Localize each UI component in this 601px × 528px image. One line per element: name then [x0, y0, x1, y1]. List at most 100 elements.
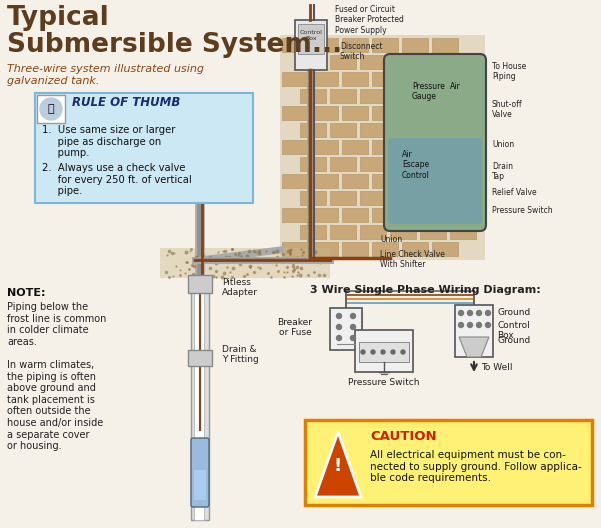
- Circle shape: [486, 310, 490, 316]
- Bar: [360, 191, 386, 205]
- Bar: [432, 208, 458, 222]
- Circle shape: [337, 314, 341, 318]
- Bar: [298, 24, 324, 54]
- Circle shape: [350, 335, 356, 341]
- Text: Breaker
or Fuse: Breaker or Fuse: [277, 318, 312, 337]
- Bar: [330, 308, 362, 350]
- Bar: [359, 342, 409, 362]
- Bar: [191, 280, 209, 520]
- Text: Fused or Circuit
Breaker Protected
Power Supply: Fused or Circuit Breaker Protected Power…: [335, 5, 404, 35]
- Text: Pressure Switch: Pressure Switch: [492, 206, 553, 215]
- Polygon shape: [459, 337, 489, 357]
- Bar: [282, 106, 308, 120]
- Bar: [355, 330, 413, 372]
- Bar: [450, 157, 476, 171]
- Circle shape: [361, 350, 365, 354]
- Bar: [402, 242, 428, 256]
- Circle shape: [459, 310, 463, 316]
- Text: RULE OF THUMB: RULE OF THUMB: [72, 96, 180, 109]
- Bar: [402, 174, 428, 188]
- Text: Drain
Tap: Drain Tap: [492, 162, 513, 182]
- Bar: [432, 106, 458, 120]
- Bar: [194, 280, 204, 520]
- Text: Ground: Ground: [497, 308, 530, 317]
- Bar: [312, 106, 338, 120]
- Bar: [390, 191, 416, 205]
- Circle shape: [350, 325, 356, 329]
- Bar: [188, 350, 212, 366]
- Text: Ground: Ground: [497, 336, 530, 345]
- Bar: [282, 38, 308, 52]
- Text: All electrical equipment must be con-
nected to supply ground. Follow applica-
b: All electrical equipment must be con- ne…: [370, 450, 582, 483]
- Bar: [37, 95, 65, 123]
- Bar: [312, 174, 338, 188]
- Text: Pressure Switch: Pressure Switch: [348, 378, 419, 387]
- Circle shape: [477, 310, 481, 316]
- Text: Air
Escape
Control: Air Escape Control: [402, 150, 430, 180]
- Bar: [300, 157, 326, 171]
- Circle shape: [459, 323, 463, 327]
- Bar: [295, 20, 327, 70]
- Circle shape: [468, 310, 472, 316]
- Bar: [360, 55, 386, 69]
- Bar: [194, 470, 206, 500]
- Text: Pressure
Gauge: Pressure Gauge: [412, 82, 445, 101]
- Circle shape: [40, 98, 62, 120]
- FancyBboxPatch shape: [384, 54, 486, 231]
- FancyBboxPatch shape: [388, 138, 482, 224]
- Bar: [420, 191, 446, 205]
- Text: Piping below the
frost line is common
in colder climate
areas.

In warm climates: Piping below the frost line is common in…: [7, 302, 106, 451]
- Circle shape: [477, 323, 481, 327]
- Bar: [342, 208, 368, 222]
- Bar: [432, 174, 458, 188]
- Circle shape: [350, 314, 356, 318]
- Bar: [342, 174, 368, 188]
- Bar: [372, 38, 398, 52]
- Circle shape: [337, 335, 341, 341]
- Bar: [342, 140, 368, 154]
- Text: Pitless
Adapter: Pitless Adapter: [222, 278, 258, 297]
- Bar: [420, 123, 446, 137]
- Bar: [342, 106, 368, 120]
- Circle shape: [381, 350, 385, 354]
- Bar: [372, 140, 398, 154]
- Text: Submersible System...: Submersible System...: [7, 32, 342, 58]
- Bar: [305, 420, 592, 505]
- Bar: [300, 89, 326, 103]
- Bar: [372, 72, 398, 86]
- Circle shape: [371, 350, 375, 354]
- Bar: [360, 123, 386, 137]
- Bar: [402, 38, 428, 52]
- Bar: [402, 72, 428, 86]
- Bar: [330, 123, 356, 137]
- Bar: [420, 225, 446, 239]
- Bar: [402, 106, 428, 120]
- Bar: [160, 248, 330, 278]
- Text: CAUTION: CAUTION: [370, 430, 436, 443]
- Text: Typical: Typical: [7, 5, 110, 31]
- Bar: [35, 93, 253, 203]
- Bar: [282, 242, 308, 256]
- Text: Drain &
Y Fitting: Drain & Y Fitting: [222, 345, 259, 364]
- Text: Shut-off
Valve: Shut-off Valve: [492, 100, 523, 119]
- Bar: [450, 89, 476, 103]
- Bar: [282, 174, 308, 188]
- Bar: [300, 191, 326, 205]
- Bar: [432, 140, 458, 154]
- Bar: [312, 72, 338, 86]
- Text: Union: Union: [380, 235, 402, 244]
- Polygon shape: [315, 432, 361, 497]
- Text: Relief Valve: Relief Valve: [492, 188, 537, 197]
- Bar: [312, 208, 338, 222]
- Bar: [372, 106, 398, 120]
- Bar: [360, 89, 386, 103]
- Text: Disconnect
Switch: Disconnect Switch: [340, 42, 382, 61]
- Bar: [312, 242, 338, 256]
- Text: To House
Piping: To House Piping: [492, 62, 526, 81]
- Bar: [330, 157, 356, 171]
- Bar: [300, 55, 326, 69]
- Text: Three-wire system illustrated using
galvanized tank.: Three-wire system illustrated using galv…: [7, 64, 204, 86]
- Bar: [300, 123, 326, 137]
- Bar: [372, 174, 398, 188]
- Text: 👍: 👍: [47, 104, 54, 114]
